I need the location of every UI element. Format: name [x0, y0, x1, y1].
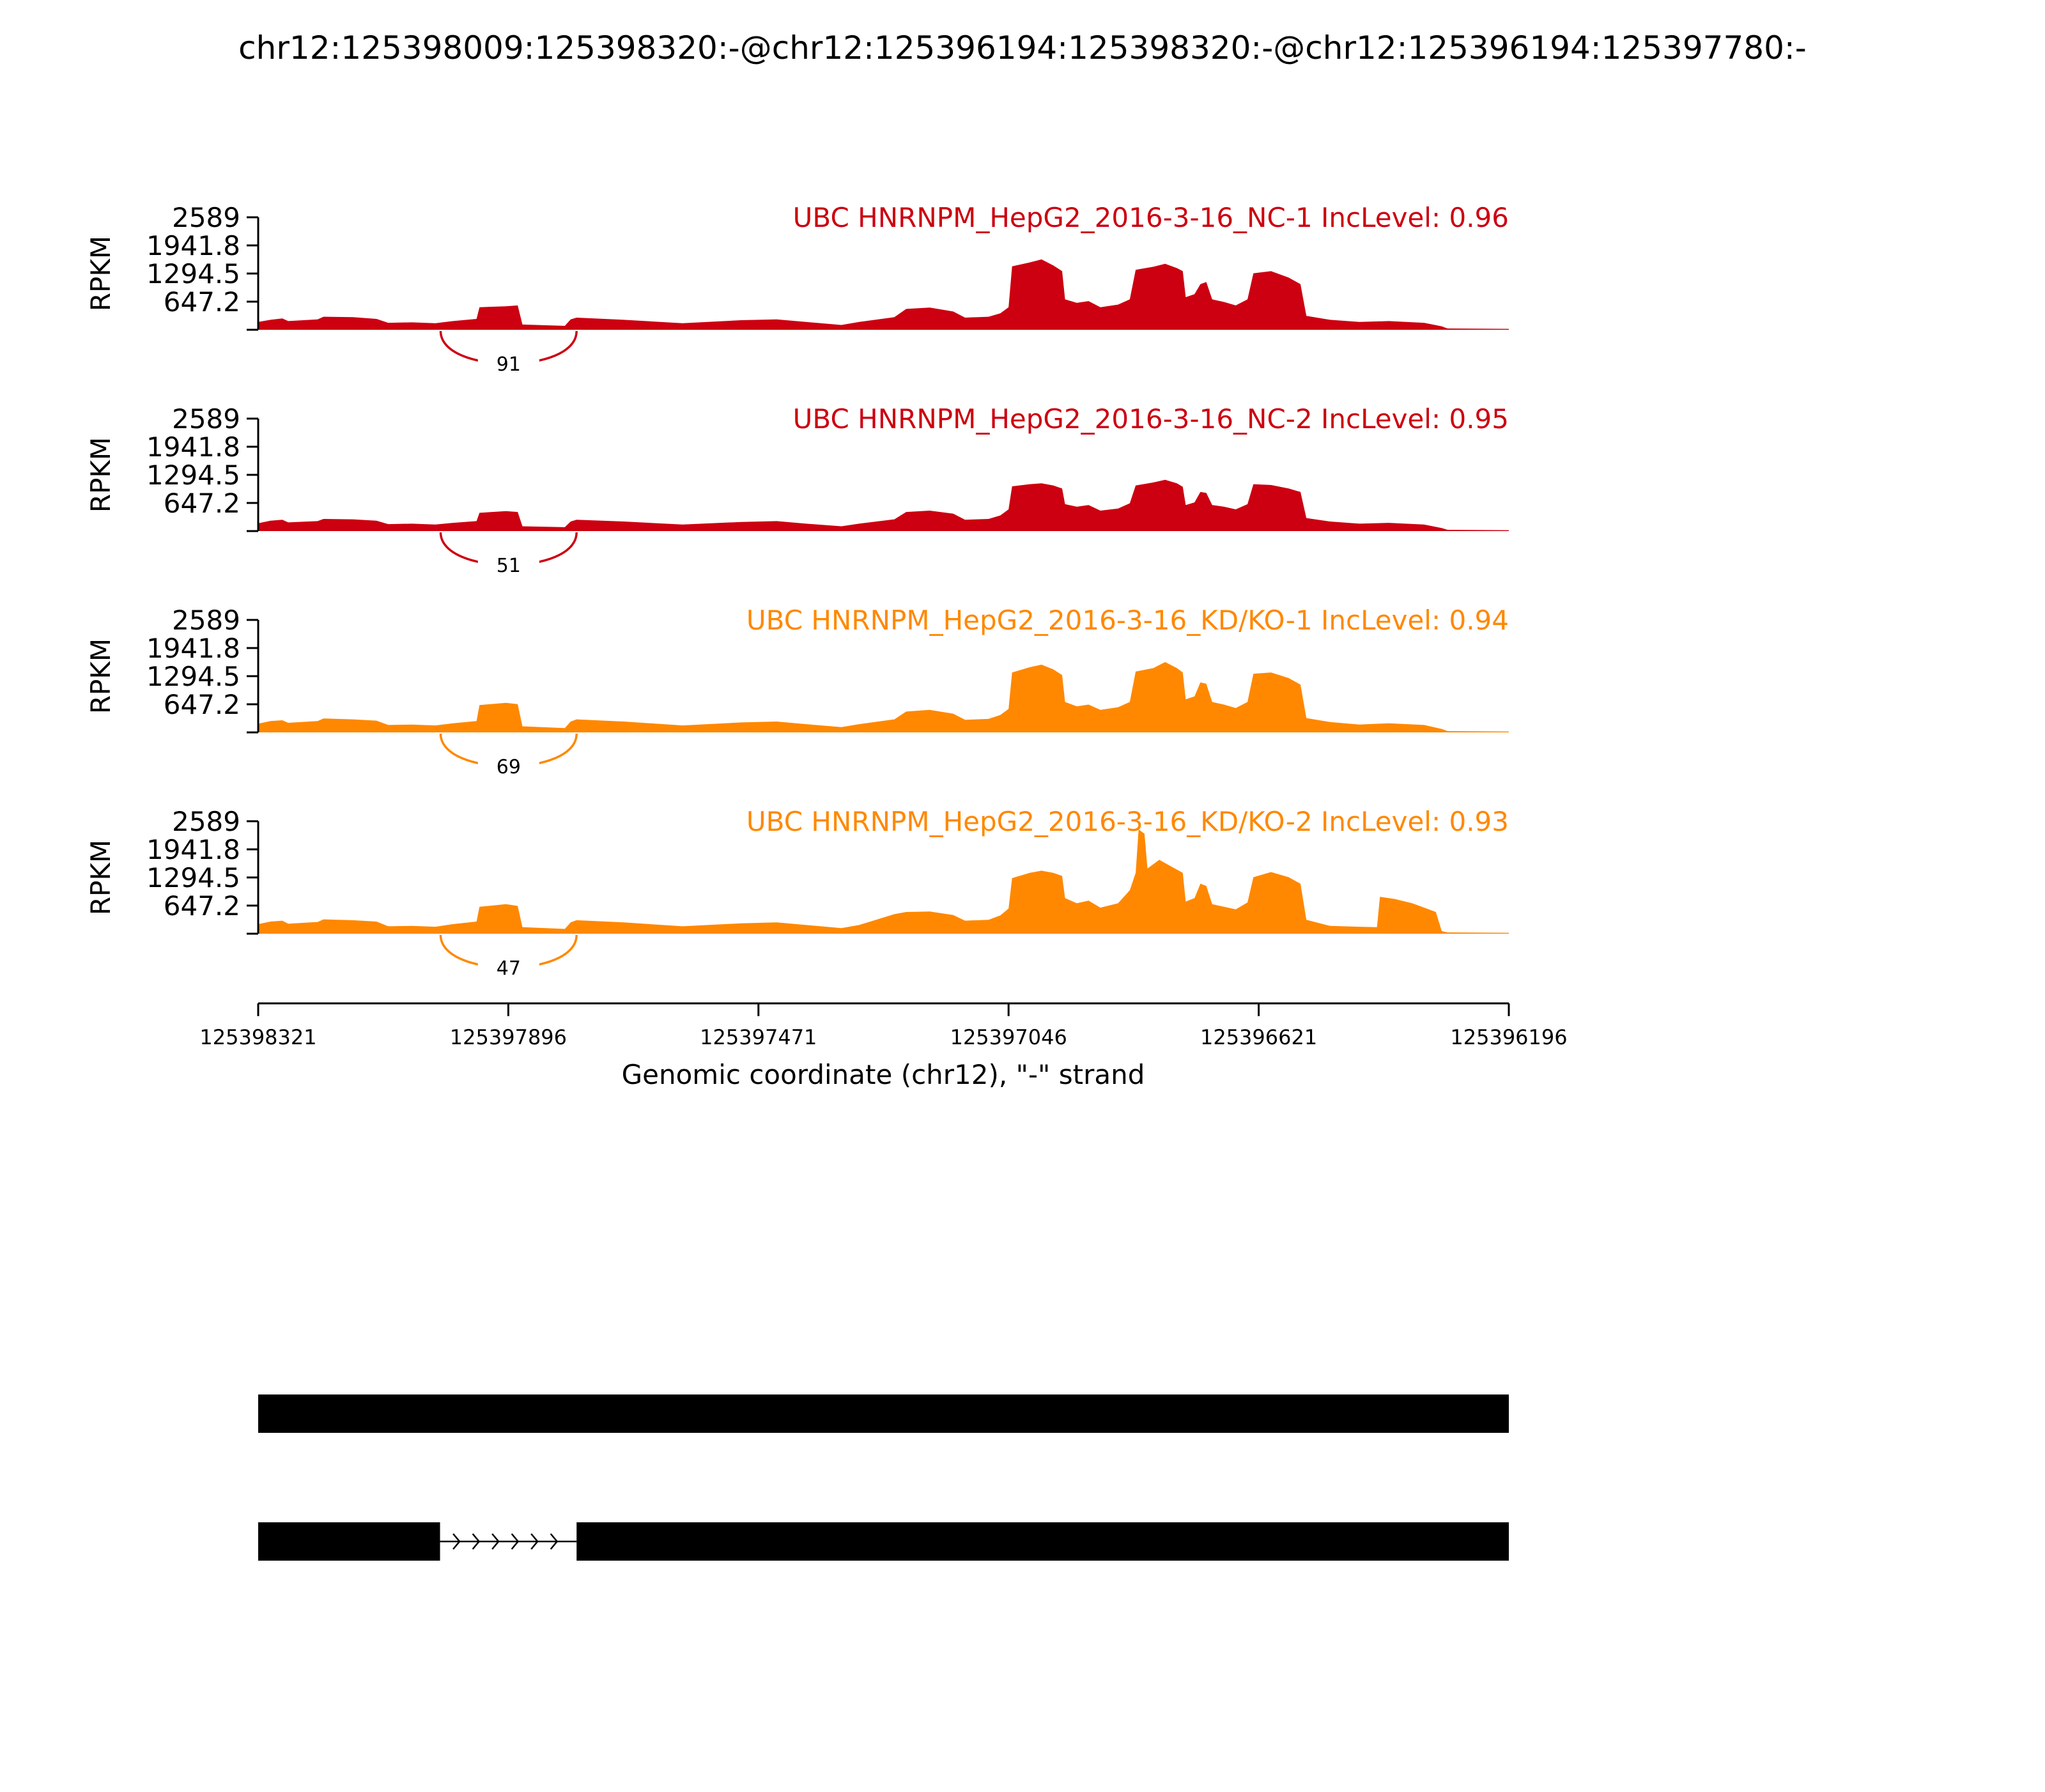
- isoform: [258, 1394, 1509, 1433]
- y-tick-label: 1294.5: [146, 460, 240, 491]
- exon-block: [258, 1522, 440, 1561]
- intron-arrow: [491, 1533, 500, 1550]
- x-axis-ticks: 125398321 125397896 125397471 125397046 1253…: [199, 1003, 1568, 1049]
- x-tick-label: 125397471: [700, 1025, 817, 1049]
- y-tick-label: 1941.8: [146, 834, 240, 865]
- x-axis: 125398321 125397896 125397471 125397046 1253…: [199, 1002, 1568, 1090]
- figure-title: chr12:125398009:125398320:-@chr12:125396…: [238, 29, 1807, 66]
- y-tick-label: 2589: [172, 202, 240, 233]
- junction-count: 47: [497, 957, 521, 980]
- coverage-area: [258, 661, 1509, 732]
- y-tick-label: 1941.8: [146, 230, 240, 261]
- y-tick-label: 1941.8: [146, 633, 240, 664]
- coverage-area: [258, 829, 1509, 934]
- y-tick-label: 1941.8: [146, 431, 240, 463]
- junction-count: 91: [497, 353, 521, 376]
- coverage-area: [258, 479, 1509, 531]
- junction-count-bg: [477, 349, 539, 376]
- intron-arrow: [511, 1533, 520, 1550]
- y-tick-label: 647.2: [164, 286, 240, 318]
- x-tick-label: 125397046: [950, 1025, 1067, 1049]
- y-axis-label: RPKM: [85, 840, 116, 915]
- junction-count: 51: [497, 555, 521, 577]
- track-title: UBC HNRNPM_HepG2_2016-3-16_NC-2 IncLevel…: [793, 403, 1509, 435]
- y-tick-label: 2589: [172, 403, 240, 435]
- exon-block: [258, 1394, 1509, 1433]
- y-axis-label: RPKM: [85, 437, 116, 513]
- y-tick-label: 1294.5: [146, 258, 240, 290]
- track-title: UBC HNRNPM_HepG2_2016-3-16_KD/KO-1 IncLe…: [746, 605, 1509, 636]
- intron-arrow: [452, 1533, 461, 1550]
- junction-count: 69: [497, 756, 521, 778]
- y-tick-label: 647.2: [164, 890, 240, 922]
- junction-count-bg: [477, 550, 539, 577]
- isoform: [258, 1522, 1509, 1561]
- junction-count-bg: [477, 752, 539, 778]
- intron-arrow: [472, 1533, 481, 1550]
- track-title: UBC HNRNPM_HepG2_2016-3-16_KD/KO-2 IncLe…: [746, 806, 1509, 837]
- y-tick-label: 647.2: [164, 689, 240, 720]
- x-tick-label: 125397896: [450, 1025, 567, 1049]
- y-tick-label: 2589: [172, 806, 240, 837]
- y-axis-label: RPKM: [85, 236, 116, 311]
- y-tick-label: 1294.5: [146, 862, 240, 893]
- x-axis-label: Genomic coordinate (chr12), "-" strand: [622, 1059, 1145, 1090]
- y-tick-label: 2589: [172, 605, 240, 636]
- isoform-structures: [258, 1394, 1509, 1561]
- coverage-area: [258, 259, 1509, 330]
- junction-count-bg: [477, 953, 539, 980]
- x-tick-label: 125396621: [1200, 1025, 1317, 1049]
- y-axis-label: RPKM: [85, 638, 116, 714]
- exon-block: [576, 1522, 1509, 1561]
- track-title: UBC HNRNPM_HepG2_2016-3-16_NC-1 IncLevel…: [793, 202, 1509, 233]
- x-tick-label: 125398321: [199, 1025, 316, 1049]
- intron-arrow: [530, 1533, 539, 1550]
- intron-arrow: [550, 1533, 559, 1550]
- y-tick-label: 1294.5: [146, 661, 240, 692]
- x-tick-label: 125396196: [1450, 1025, 1567, 1049]
- y-tick-label: 647.2: [164, 488, 240, 519]
